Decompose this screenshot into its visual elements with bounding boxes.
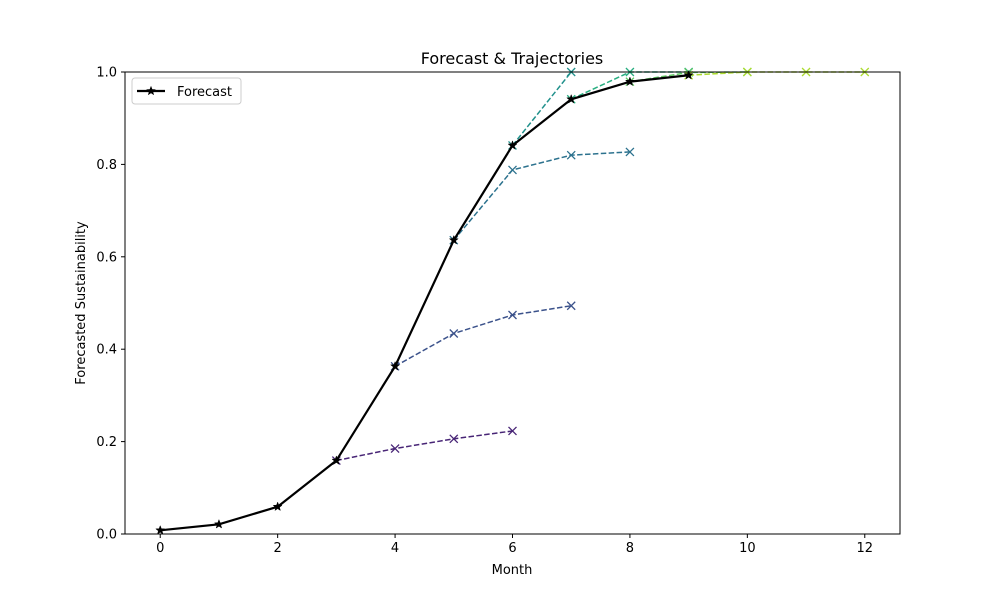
trajectory-point-3-3 — [566, 150, 576, 160]
trajectory-series-5 — [566, 67, 694, 104]
forecast-point-2 — [213, 518, 224, 529]
y-axis: 0.0 0.2 0.4 0.6 0.8 1.0 — [96, 66, 125, 543]
y-tick-label: 0.8 — [96, 158, 117, 173]
x-tick-label: 2 — [274, 541, 282, 556]
forecast-series — [155, 69, 694, 535]
chart-title: Forecast & Trajectories — [421, 49, 604, 68]
trajectory-line-2 — [394, 305, 572, 367]
legend-forecast-label: Forecast — [177, 85, 232, 100]
trajectory-point-2-2 — [449, 329, 459, 338]
trajectory-series-7 — [684, 67, 870, 80]
trajectory-line-4 — [511, 71, 572, 146]
y-tick-label: 0.2 — [96, 435, 117, 450]
trajectory-series-3 — [449, 147, 635, 245]
forecast-point-9 — [624, 76, 635, 86]
legend-forecast-marker — [145, 85, 157, 96]
x-tick-label: 8 — [626, 541, 634, 556]
y-tick-label: 0.0 — [96, 528, 117, 543]
trajectory-point-2-3 — [508, 310, 517, 320]
forecast-point-8 — [566, 93, 577, 104]
forecast-point-3 — [272, 501, 283, 512]
trajectory-point-1-2 — [390, 444, 400, 453]
x-axis: 0 2 4 6 8 10 12 — [156, 534, 873, 556]
forecast-point-5 — [390, 360, 401, 371]
y-tick-label: 0.6 — [96, 250, 117, 265]
plot-area — [155, 67, 870, 535]
x-tick-label: 4 — [391, 541, 399, 556]
trajectory-series-2 — [390, 301, 576, 371]
legend-star-icon — [145, 85, 157, 96]
trajectory-series-4 — [508, 67, 576, 150]
trajectory-point-2-4 — [566, 301, 576, 311]
x-axis-label: Month — [492, 563, 533, 578]
trajectory-line-3 — [453, 151, 630, 241]
x-tick-label: 12 — [856, 541, 873, 556]
legend-box — [131, 77, 242, 105]
trajectory-series-1 — [331, 426, 517, 466]
forecast-point-4 — [331, 455, 342, 465]
trajectory-point-3-2 — [508, 165, 517, 175]
y-tick-label: 0.4 — [96, 343, 117, 358]
x-tick-label: 6 — [508, 541, 516, 556]
forecast-point-1 — [155, 524, 166, 535]
forecast-point-6 — [448, 234, 459, 245]
trajectory-point-3-4 — [625, 147, 635, 157]
forecast-point-10 — [683, 69, 694, 80]
forecast-point-7 — [507, 140, 518, 150]
legend: Forecast — [131, 77, 242, 105]
trajectory-point-1-4 — [508, 426, 517, 436]
forecast-line — [160, 74, 689, 532]
x-tick-label: 10 — [739, 541, 756, 556]
y-axis-label: Forecasted Sustainability — [74, 221, 89, 385]
x-tick-label: 0 — [156, 541, 164, 556]
trajectory-point-1-3 — [449, 434, 459, 444]
y-tick-label: 1.0 — [96, 66, 117, 81]
trajectory-line-1 — [336, 430, 513, 462]
